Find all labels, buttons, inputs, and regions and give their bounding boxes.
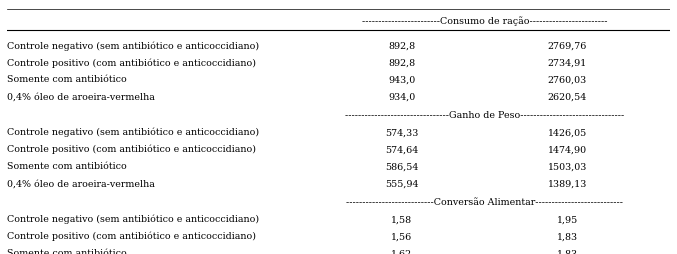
Text: 574,33: 574,33 — [385, 128, 418, 137]
Text: Controle negativo (sem antibiótico e anticoccidiano): Controle negativo (sem antibiótico e ant… — [7, 128, 259, 137]
Text: Controle positivo (com antibiótico e anticoccidiano): Controle positivo (com antibiótico e ant… — [7, 145, 257, 154]
Text: 1,83: 1,83 — [556, 248, 578, 254]
Text: 2734,91: 2734,91 — [548, 58, 587, 67]
Text: 574,64: 574,64 — [385, 145, 418, 154]
Text: --------------------------------Ganho de Peso--------------------------------: --------------------------------Ganho de… — [345, 111, 624, 120]
Text: Controle negativo (sem antibiótico e anticoccidiano): Controle negativo (sem antibiótico e ant… — [7, 41, 259, 50]
Text: 586,54: 586,54 — [385, 162, 418, 171]
Text: Controle positivo (com antibiótico e anticoccidiano): Controle positivo (com antibiótico e ant… — [7, 231, 257, 241]
Text: 1426,05: 1426,05 — [548, 128, 587, 137]
Text: 892,8: 892,8 — [388, 58, 415, 67]
Text: 1,56: 1,56 — [391, 231, 412, 240]
Text: 1,58: 1,58 — [391, 214, 412, 223]
Text: 1474,90: 1474,90 — [548, 145, 587, 154]
Text: Somente com antibiótico: Somente com antibiótico — [7, 75, 127, 84]
Text: 934,0: 934,0 — [388, 92, 415, 101]
Text: 0,4% óleo de aroeira-vermelha: 0,4% óleo de aroeira-vermelha — [7, 179, 155, 187]
Text: 1389,13: 1389,13 — [548, 179, 587, 187]
Text: 1,95: 1,95 — [556, 214, 578, 223]
Text: ---------------------------Conversão Alimentar---------------------------: ---------------------------Conversão Ali… — [346, 197, 623, 207]
Text: 1,83: 1,83 — [556, 231, 578, 240]
Text: 0,4% óleo de aroeira-vermelha: 0,4% óleo de aroeira-vermelha — [7, 92, 155, 101]
Text: 2769,76: 2769,76 — [548, 41, 587, 50]
Text: 1503,03: 1503,03 — [548, 162, 587, 171]
Text: Somente com antibiótico: Somente com antibiótico — [7, 248, 127, 254]
Text: ------------------------Consumo de ração------------------------: ------------------------Consumo de ração… — [362, 16, 607, 26]
Text: 2760,03: 2760,03 — [548, 75, 587, 84]
Text: 1,62: 1,62 — [391, 248, 412, 254]
Text: Somente com antibiótico: Somente com antibiótico — [7, 162, 127, 171]
Text: Controle negativo (sem antibiótico e anticoccidiano): Controle negativo (sem antibiótico e ant… — [7, 214, 259, 224]
Text: 555,94: 555,94 — [385, 179, 418, 187]
Text: 892,8: 892,8 — [388, 41, 415, 50]
Text: 2620,54: 2620,54 — [548, 92, 587, 101]
Text: Controle positivo (com antibiótico e anticoccidiano): Controle positivo (com antibiótico e ant… — [7, 58, 257, 67]
Text: 943,0: 943,0 — [388, 75, 415, 84]
